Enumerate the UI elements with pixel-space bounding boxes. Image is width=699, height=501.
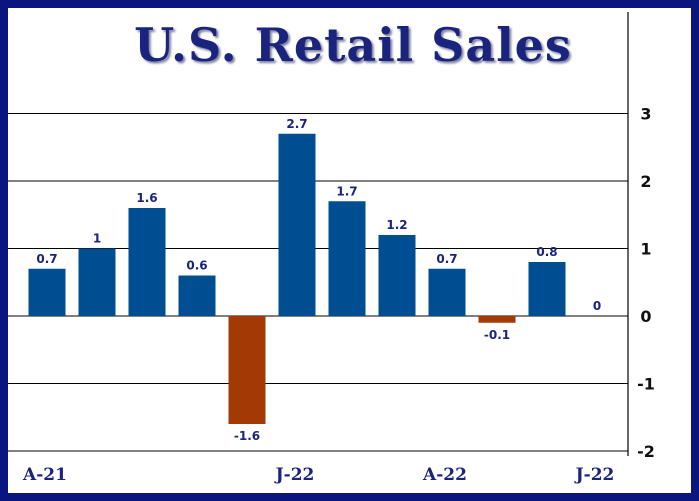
- y-tick-label: 2: [640, 172, 651, 191]
- x-category-label: J-22: [274, 465, 315, 485]
- data-label: 1.6: [136, 191, 157, 205]
- bar-chart: 3 2 1 0 -1 -2 0.7 1 1.6 0.6 -1.6 2.7 1.7 1.2 0.7 -0.1 0.…: [8, 12, 655, 486]
- data-label: 0.7: [436, 252, 457, 266]
- data-label: 0: [593, 299, 601, 313]
- x-category-label: J-22: [574, 465, 615, 485]
- labels: 3 2 1 0 -1 -2 0.7 1 1.6 0.6 -1.6 2.7 1.7 1.2 0.7 -0.1 0.…: [22, 105, 655, 486]
- y-tick-label: 0: [640, 307, 651, 326]
- bar: [328, 201, 366, 316]
- y-tick-label: -1: [637, 375, 655, 394]
- bars: [28, 133, 566, 424]
- data-label: -1.6: [234, 429, 260, 443]
- bar: [28, 268, 66, 316]
- bar: [378, 235, 416, 316]
- bar: [128, 208, 166, 316]
- bar: [78, 248, 116, 316]
- bar: [278, 133, 316, 316]
- bar: [428, 268, 466, 316]
- data-label: 0.8: [536, 245, 557, 259]
- bar: [528, 262, 566, 316]
- bar: [178, 275, 216, 316]
- data-label: 2.7: [286, 117, 307, 131]
- data-label: -0.1: [484, 328, 510, 342]
- x-category-label: A-21: [22, 465, 67, 485]
- data-label: 0.6: [186, 259, 207, 273]
- y-tick-label: -2: [637, 442, 655, 461]
- data-label: 1.7: [336, 184, 357, 198]
- data-label: 1: [93, 232, 101, 246]
- bar: [478, 316, 516, 323]
- bar: [228, 316, 266, 424]
- data-label: 1.2: [386, 218, 407, 232]
- data-label: 0.7: [36, 252, 57, 266]
- y-tick-label: 3: [640, 105, 651, 124]
- y-tick-label: 1: [640, 240, 651, 259]
- x-category-label: A-22: [422, 465, 467, 485]
- chart-title: U.S. Retail Sales: [134, 18, 572, 72]
